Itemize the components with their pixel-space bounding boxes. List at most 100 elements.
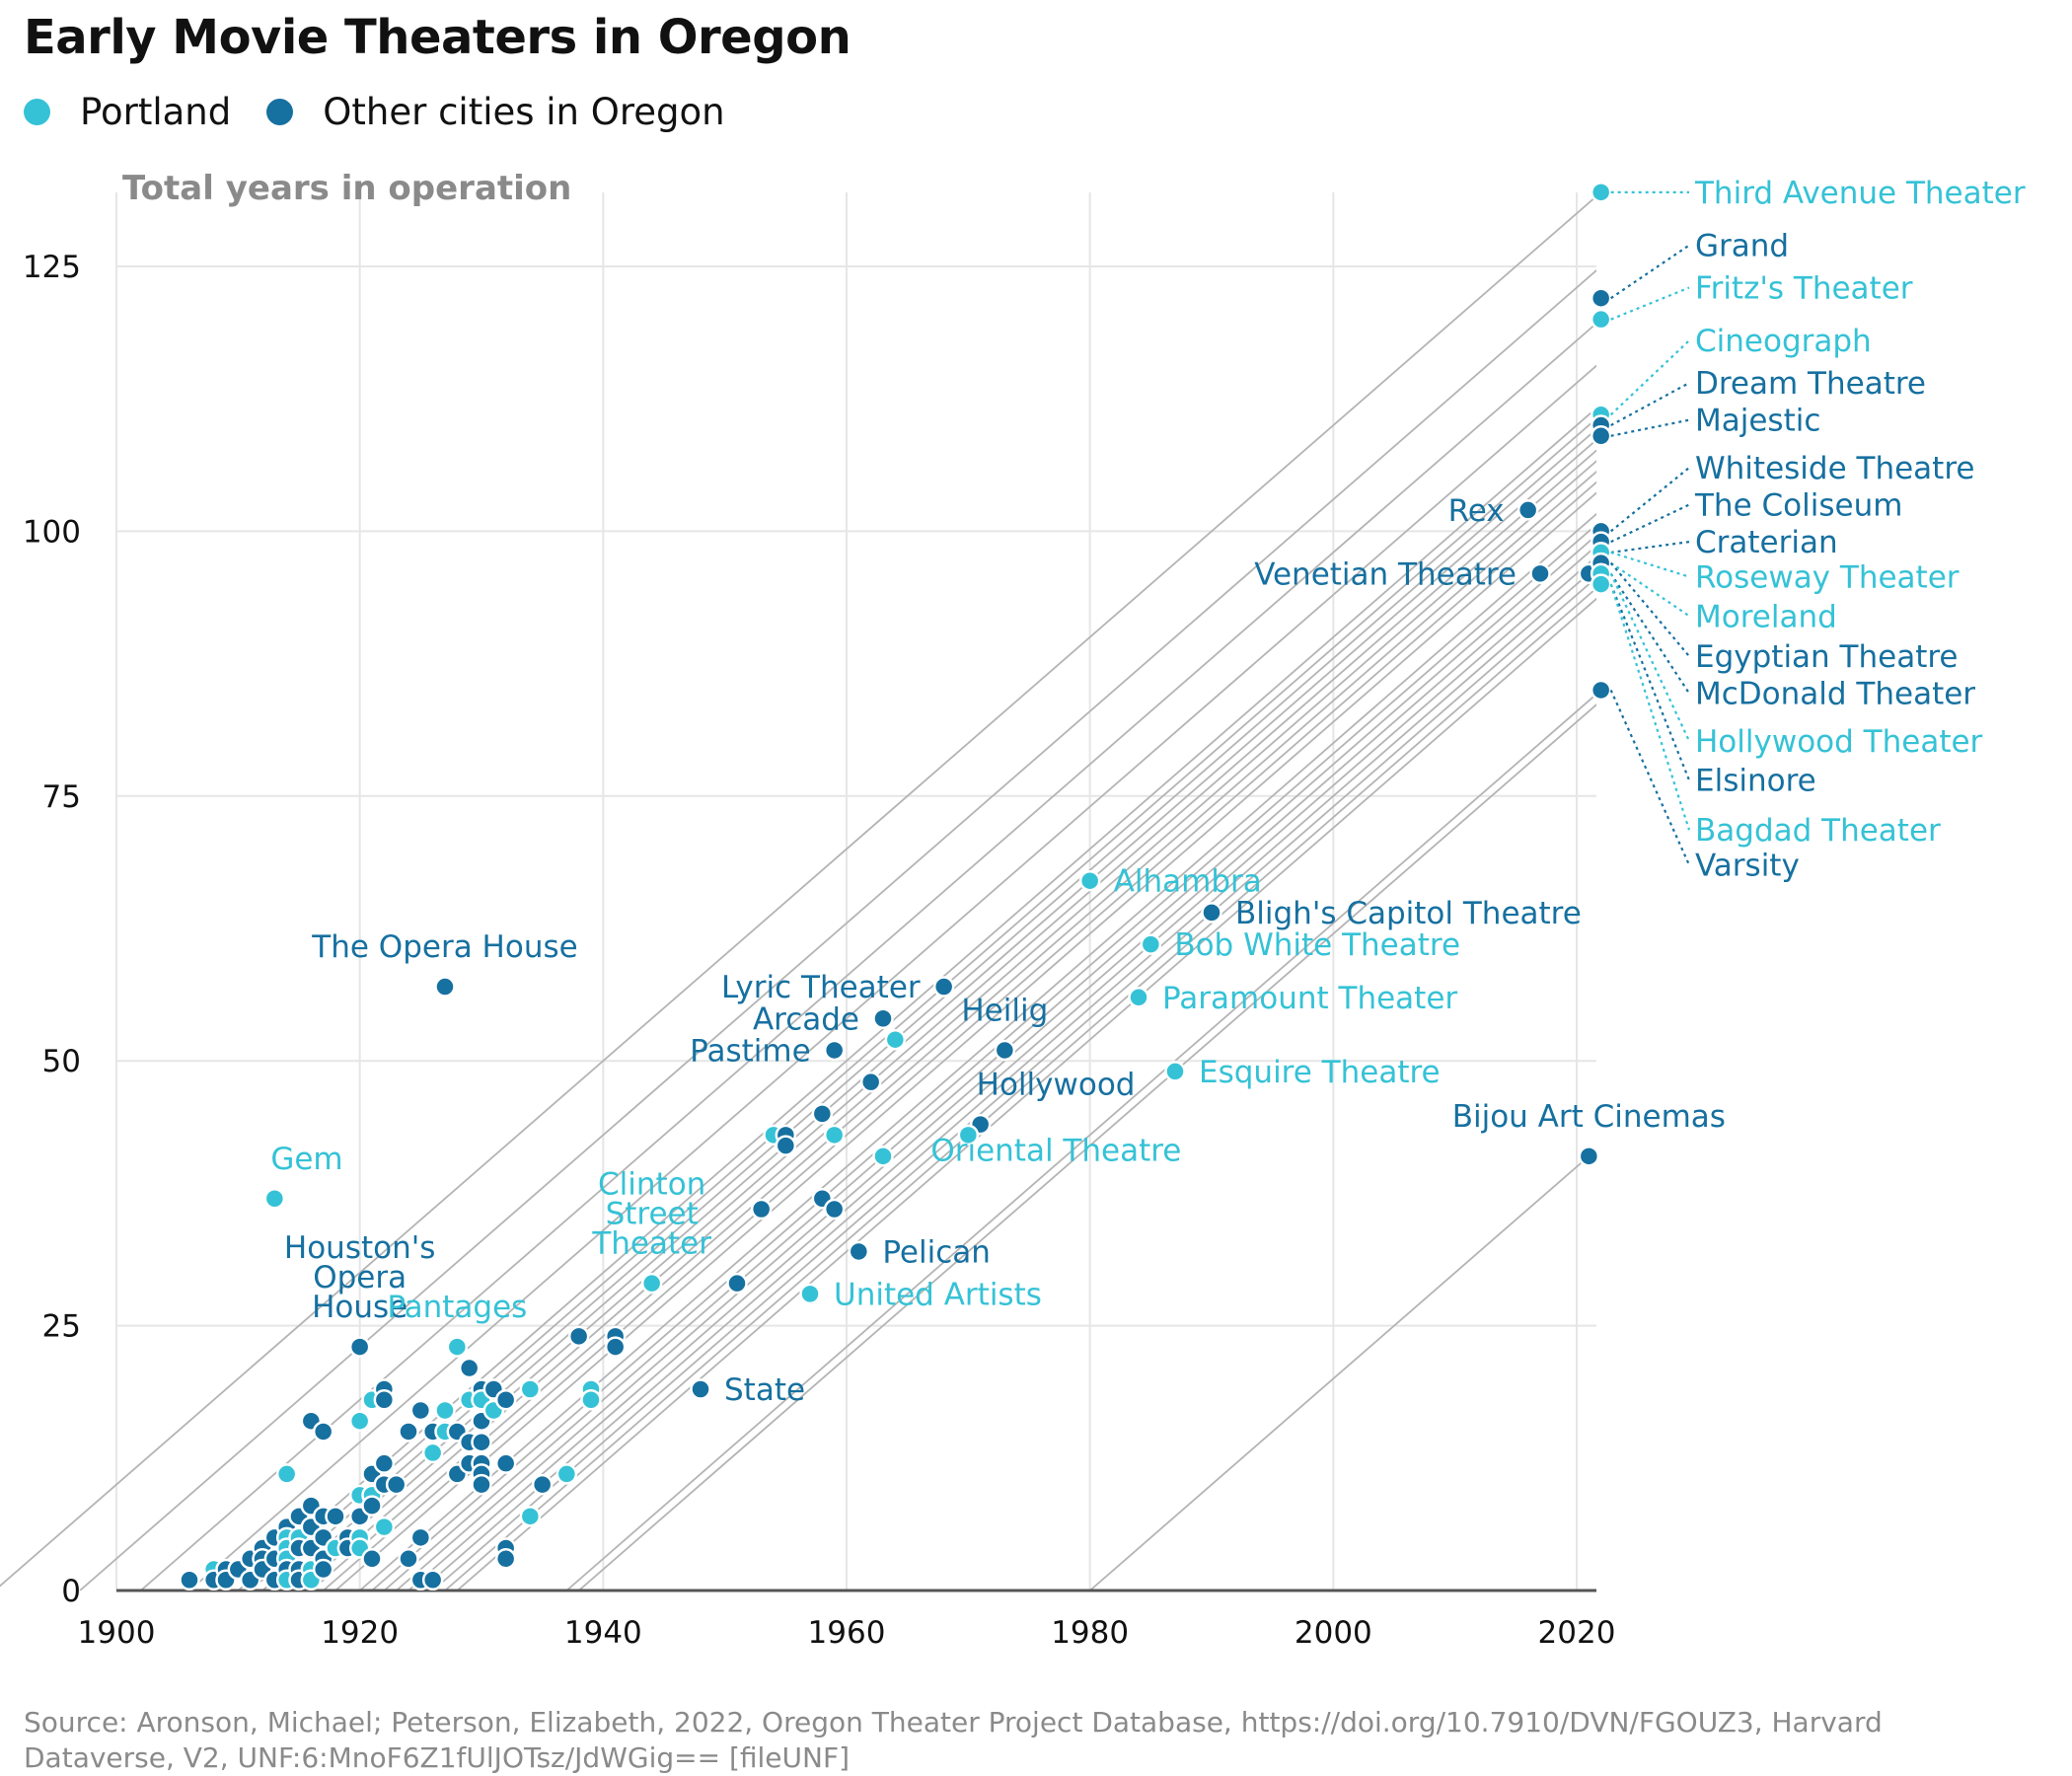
data-label: Pantages: [387, 1290, 527, 1325]
chart-title: Early Movie Theaters in Oregon: [24, 10, 851, 65]
data-point: [811, 1103, 834, 1125]
legend: Portland Other cities in Oregon: [24, 91, 761, 133]
y-tick-label: 25: [42, 1309, 81, 1345]
data-label: Moreland: [1695, 599, 1837, 634]
reference-line: [396, 545, 1596, 1591]
data-label: Esquire Theatre: [1199, 1055, 1441, 1090]
leader-line: [1610, 244, 1690, 300]
data-point: [494, 1389, 517, 1411]
data-label: Rex: [1448, 493, 1505, 529]
reference-line: [334, 491, 1596, 1591]
data-point: [398, 1421, 419, 1443]
data-label: Lyric Theater: [721, 970, 921, 1005]
legend-label-portland: Portland: [80, 91, 232, 133]
data-label: Bligh's Capitol Theatre: [1235, 896, 1582, 931]
data-point-labeled: [823, 1039, 846, 1062]
data-point-labeled: [446, 1336, 469, 1358]
data-point: [859, 1071, 882, 1093]
data-point: [471, 1431, 492, 1453]
data-label: Oriental Theatre: [930, 1133, 1181, 1168]
leader-line: [1610, 286, 1690, 321]
data-point-labeled: [1590, 287, 1612, 309]
data-point-labeled: [848, 1240, 870, 1263]
data-point-labeled: [1517, 499, 1539, 521]
data-label: Houston's: [284, 1230, 436, 1266]
data-point-labeled: [1590, 425, 1612, 447]
data-point: [373, 1389, 396, 1411]
data-point: [494, 1452, 517, 1474]
data-point-labeled: [799, 1283, 821, 1305]
x-tick-label: 1940: [564, 1615, 642, 1651]
data-point-labeled: [872, 1007, 894, 1030]
leader-line: [1610, 541, 1690, 554]
data-label: Pastime: [690, 1033, 811, 1069]
data-point-labeled: [1164, 1061, 1186, 1082]
x-tick-label: 1920: [321, 1615, 399, 1651]
data-label: Arcade: [753, 1001, 859, 1037]
data-label: Heilig: [961, 993, 1048, 1028]
data-label: Opera: [313, 1260, 407, 1295]
data-point-labeled: [1128, 987, 1149, 1008]
data-point-labeled: [434, 976, 456, 998]
reference-line: [310, 470, 1596, 1591]
data-point: [275, 1463, 298, 1485]
data-point-labeled: [263, 1188, 286, 1210]
data-label: Bob White Theatre: [1174, 927, 1460, 963]
reference-line: [323, 481, 1596, 1591]
leader-line: [1609, 561, 1690, 657]
data-label: The Coliseum: [1694, 488, 1902, 524]
x-tick-label: 2020: [1538, 1615, 1616, 1651]
data-point: [361, 1495, 383, 1517]
leader-line: [1609, 572, 1690, 695]
reference-line: [359, 512, 1596, 1591]
data-point-labeled: [640, 1272, 663, 1295]
y-tick-label: 50: [42, 1044, 81, 1079]
data-point: [421, 1442, 444, 1464]
reference-line: [1089, 1147, 1596, 1591]
data-label: Gem: [270, 1142, 342, 1177]
leader-line: [1609, 583, 1691, 781]
y-tick-label: 125: [23, 250, 81, 285]
reference-line: [432, 576, 1596, 1591]
data-point: [567, 1325, 590, 1348]
data-point-labeled: [932, 976, 955, 998]
data-label: Elsinore: [1695, 764, 1816, 799]
data-point-labeled: [1140, 933, 1162, 955]
x-tick-label: 2000: [1295, 1615, 1372, 1651]
data-point: [348, 1410, 371, 1432]
data-point: [823, 1198, 846, 1221]
data-label: Third Avenue Theater: [1694, 176, 2026, 211]
data-point: [823, 1124, 846, 1147]
data-point: [373, 1516, 396, 1538]
scatter-chart: 0 25 50 75 100 125 1900 1920 1940 1960 1980 2000 202…: [0, 169, 2026, 1651]
data-point: [409, 1399, 432, 1422]
data-point: [421, 1569, 444, 1591]
data-point: [519, 1506, 542, 1527]
data-point-labeled: [957, 1124, 980, 1147]
leader-line: [1610, 503, 1690, 544]
leader-line: [1610, 561, 1690, 618]
data-label: Roseway Theater: [1695, 560, 1960, 596]
data-label: Bagdad Theater: [1695, 813, 1941, 849]
data-point: [312, 1421, 334, 1443]
data-point: [179, 1569, 200, 1591]
data-point: [312, 1558, 334, 1581]
data-label: Paramount Theater: [1162, 981, 1457, 1016]
data-label: Hollywood Theater: [1695, 724, 1983, 760]
legend-item-portland: Portland: [24, 91, 231, 133]
data-point: [373, 1452, 396, 1474]
data-point-labeled: [1590, 679, 1612, 702]
data-label: Craterian: [1695, 525, 1838, 560]
data-point: [325, 1506, 346, 1527]
reference-line: [0, 194, 1596, 1588]
data-label: Varsity: [1695, 849, 1800, 884]
data-point-labeled: [348, 1336, 371, 1358]
x-tick-label: 1980: [1051, 1615, 1129, 1651]
data-point: [385, 1473, 407, 1496]
data-label: Whiteside Theatre: [1695, 451, 1974, 486]
reference-line: [444, 586, 1596, 1591]
data-point: [884, 1028, 907, 1051]
data-label: State: [724, 1372, 805, 1408]
leader-line: [1609, 583, 1691, 831]
data-label: Clinton: [598, 1167, 705, 1203]
